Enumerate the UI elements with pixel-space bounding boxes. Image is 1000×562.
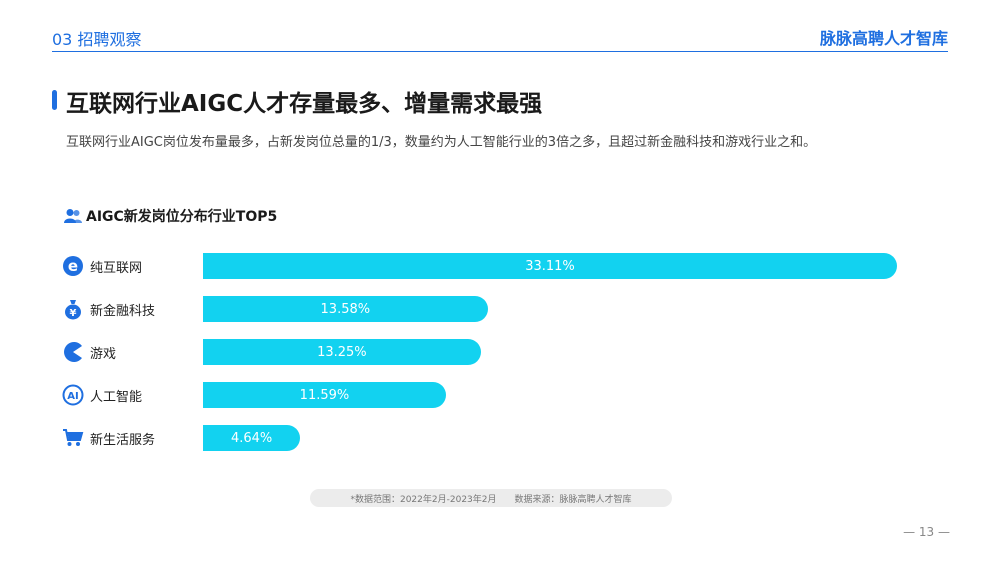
category-label: 新生活服务 xyxy=(90,433,156,448)
users-icon xyxy=(64,209,82,223)
bar: 4.64% xyxy=(203,425,301,451)
title-accent-bar xyxy=(52,90,57,110)
chart-heading: AIGC新发岗位分布行业TOP5 xyxy=(64,206,277,226)
bar-row: 游戏 13.25% xyxy=(62,339,962,365)
pacman-icon xyxy=(62,341,84,363)
bar-value-label: 13.58% xyxy=(320,301,371,317)
svg-text:AI: AI xyxy=(67,391,78,402)
header-divider xyxy=(52,51,948,52)
bar-value-label: 13.25% xyxy=(317,344,367,360)
bar: 13.25% xyxy=(203,339,481,365)
category-label: 人工智能 xyxy=(90,390,143,405)
brand-name: 脉脉高聘人才智库 xyxy=(819,29,948,48)
bar-value-label: 4.64% xyxy=(230,430,273,446)
svg-text:¥: ¥ xyxy=(70,308,77,319)
bar-value-label: 11.59% xyxy=(299,387,350,403)
category-label: 新金融科技 xyxy=(90,304,156,319)
page-subtitle: 互联网行业AIGC岗位发布量最多，占新发岗位总量的1/3，数量约为人工智能行业的… xyxy=(66,135,817,150)
bar-row: e 纯互联网 33.11% xyxy=(62,253,962,279)
section-label: 03 招聘观察 xyxy=(52,30,142,49)
bar: 13.58% xyxy=(203,296,488,322)
bar: 11.59% xyxy=(203,382,446,408)
bar-row: ¥ 新金融科技 13.58% xyxy=(62,296,962,322)
shopping-cart-icon xyxy=(62,427,84,449)
page-number: — 13 — xyxy=(903,525,950,539)
bar-value-label: 33.11% xyxy=(525,258,575,274)
svg-text:e: e xyxy=(68,257,78,275)
bar-row: 新生活服务 4.64% xyxy=(62,425,962,451)
category-label: 纯互联网 xyxy=(90,261,143,276)
category-label: 游戏 xyxy=(90,347,117,362)
footnote: *数据范围：2022年2月-2023年2月 数据来源：脉脉高聘人才智库 xyxy=(310,489,672,507)
money-bag-icon: ¥ xyxy=(62,298,84,320)
ai-icon: AI xyxy=(62,384,84,406)
footnote-source: 数据来源：脉脉高聘人才智库 xyxy=(514,494,632,505)
bar-row: AI 人工智能 11.59% xyxy=(62,382,962,408)
page-title: 互联网行业AIGC人才存量最多、增量需求最强 xyxy=(66,91,543,117)
bar: 33.11% xyxy=(203,253,897,279)
chart-heading-text: AIGC新发岗位分布行业TOP5 xyxy=(86,209,278,225)
browser-icon: e xyxy=(62,255,84,277)
footnote-range: *数据范围：2022年2月-2023年2月 xyxy=(350,494,497,505)
